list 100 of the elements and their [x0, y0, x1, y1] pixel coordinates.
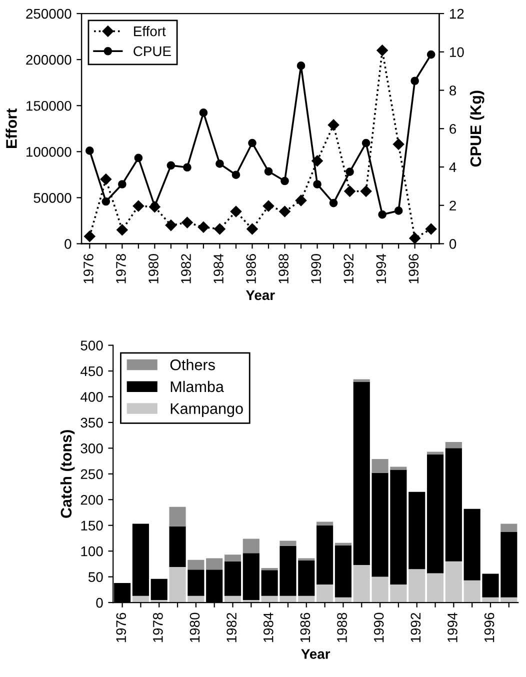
legend-label: Kampango — [170, 403, 243, 418]
point — [100, 174, 112, 185]
y-tick-label: 0 — [64, 239, 72, 249]
point — [248, 138, 256, 148]
point — [264, 167, 273, 176]
x-tick-label: 1976 — [84, 254, 94, 284]
y-tick-label: 200000 — [26, 54, 72, 65]
point — [295, 194, 307, 206]
bar — [188, 560, 204, 570]
bar — [316, 525, 334, 585]
y-tick-label: 300 — [80, 444, 103, 454]
x-tick-label: 1988 — [337, 612, 347, 642]
bar — [280, 540, 296, 546]
bar — [426, 454, 444, 574]
bar — [426, 573, 444, 603]
x-tick-label: 1992 — [344, 254, 354, 284]
bar — [224, 554, 242, 562]
x-tick-label: 1990 — [311, 254, 321, 284]
y2-tick-label: 10 — [450, 47, 464, 58]
bar — [353, 382, 370, 565]
x-tick-label: 1990 — [374, 612, 384, 642]
bar — [242, 553, 260, 600]
bar — [169, 506, 186, 526]
bar — [426, 452, 444, 454]
bar — [242, 538, 260, 554]
y-tick-label: 150 — [81, 520, 103, 531]
bar — [334, 545, 352, 598]
x-axis-title: Year — [246, 290, 275, 300]
y-tick-label: 100 — [81, 546, 103, 556]
bar — [169, 526, 186, 568]
bar — [334, 542, 352, 546]
point — [246, 223, 258, 235]
legend-label: CPUE — [134, 46, 171, 56]
bar — [316, 522, 334, 526]
point — [165, 220, 177, 231]
point — [392, 138, 404, 150]
point — [346, 168, 354, 176]
y-tick-label: 150000 — [26, 100, 72, 111]
x-tick-label: 1976 — [116, 612, 126, 642]
x-tick-label: 1986 — [246, 254, 256, 284]
point — [426, 50, 436, 59]
x-tick-label: 1980 — [148, 254, 158, 284]
x-tick-label: 1978 — [116, 254, 126, 284]
point — [183, 163, 192, 172]
x-tick-label: 1994 — [376, 254, 386, 284]
point — [328, 119, 340, 131]
x-tick-label: 1980 — [190, 612, 200, 642]
y-tick-label: 250000 — [26, 8, 72, 19]
y2-tick-label: 2 — [450, 200, 456, 210]
point — [313, 180, 322, 188]
y-tick-label: 350 — [80, 418, 103, 428]
point — [360, 186, 372, 197]
bar — [132, 524, 149, 596]
bar — [445, 448, 462, 562]
bar — [408, 492, 426, 570]
point — [102, 197, 110, 206]
x-tick-label: 1996 — [408, 254, 419, 284]
point — [230, 206, 242, 218]
bar — [188, 570, 204, 596]
legend-label: Others — [170, 359, 215, 370]
point — [279, 206, 290, 218]
point — [116, 224, 128, 236]
y2-tick-label: 12 — [450, 8, 464, 19]
point — [378, 210, 386, 219]
point — [232, 170, 240, 180]
x-tick-label: 1982 — [226, 612, 236, 642]
y-tick-label: 50 — [88, 572, 103, 582]
point — [410, 76, 419, 86]
y-tick-label: 500 — [80, 340, 103, 350]
legend-label: Effort — [134, 26, 166, 36]
y-tick-label: 400 — [80, 392, 103, 402]
x-tick-label: 1994 — [448, 612, 458, 642]
point — [262, 200, 274, 212]
y2-tick-label: 4 — [449, 162, 456, 172]
bar — [408, 569, 426, 603]
point — [216, 160, 224, 168]
point — [329, 198, 338, 208]
x-tick-label: 1978 — [153, 612, 163, 642]
bar — [500, 524, 518, 532]
point — [199, 108, 208, 117]
point — [85, 146, 94, 155]
bar — [316, 584, 334, 603]
point — [84, 230, 96, 242]
y-tick-label: 450 — [80, 366, 103, 376]
x-tick-label: 1986 — [300, 612, 310, 642]
point — [296, 62, 306, 70]
x-tick-label: 1984 — [263, 612, 274, 642]
y-axis-title: Catch (tons) — [60, 430, 75, 518]
point — [132, 200, 144, 212]
point — [182, 216, 193, 228]
y-axis-title: Effort — [6, 108, 17, 148]
point — [280, 176, 289, 186]
y-tick-label: 50000 — [34, 193, 72, 203]
y2-tick-label: 0 — [449, 239, 456, 249]
point — [198, 222, 210, 233]
x-tick-label: 1992 — [410, 612, 421, 642]
point — [362, 138, 370, 148]
legend-label: Mlamba — [170, 380, 224, 392]
x-axis-title: Year — [301, 649, 330, 659]
bar — [353, 564, 370, 603]
